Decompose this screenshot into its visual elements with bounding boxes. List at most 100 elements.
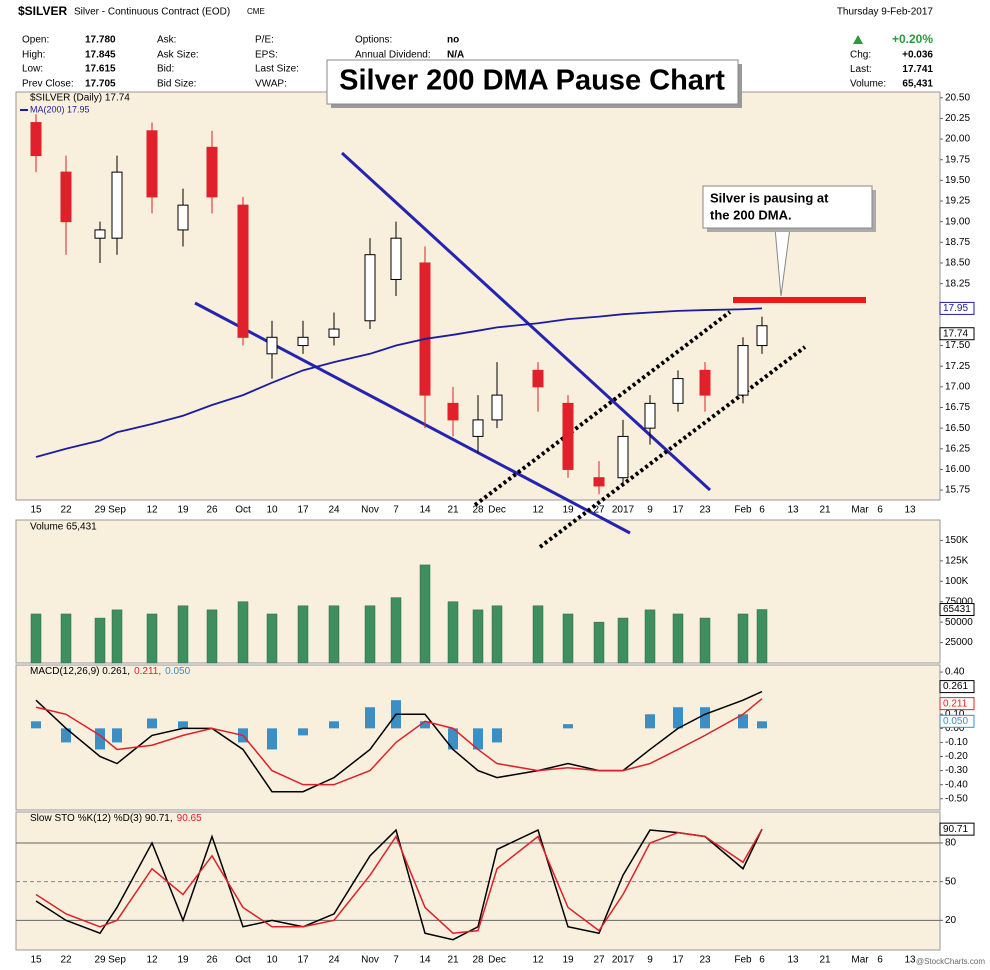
y-tick-label: 19.00 <box>945 216 970 227</box>
x-tick-label: 24 <box>328 955 340 966</box>
y-tick-label: 17.00 <box>945 381 970 392</box>
y-tick-label: 17.25 <box>945 361 970 372</box>
x-tick-label: 17 <box>297 505 309 516</box>
x-tick-label: 29 <box>94 505 106 516</box>
y-tick-label: 16.50 <box>945 423 970 434</box>
histogram-bar <box>700 707 710 729</box>
x-tick-label: 12 <box>532 505 544 516</box>
x-tick-label: 19 <box>562 955 574 966</box>
bar <box>237 601 249 664</box>
histogram-bar <box>95 728 105 750</box>
x-tick-label: 27 <box>593 955 605 966</box>
x-tick-label: Sep <box>108 955 126 966</box>
candle-body <box>60 171 72 223</box>
channel-line <box>473 310 732 507</box>
x-tick-label: 10 <box>266 955 278 966</box>
quote-label: P/E: <box>255 35 274 46</box>
quote-value: 17.705 <box>85 79 116 90</box>
histogram-bar <box>329 721 339 729</box>
histogram-bar <box>112 728 122 743</box>
x-tick-label: 15 <box>30 505 42 516</box>
x-tick-label: 6 <box>759 955 765 966</box>
bar <box>390 597 402 664</box>
candle-body <box>737 345 749 396</box>
x-tick-label: 17 <box>672 955 684 966</box>
bar <box>644 609 656 664</box>
title-box <box>326 59 739 105</box>
x-tick-label: 21 <box>447 955 459 966</box>
quote-value: 17.845 <box>85 50 116 61</box>
candle-body <box>491 394 503 421</box>
legend-label: Slow STO %K(12) %D(3) 90.71, <box>30 813 173 824</box>
legend-label: MACD(12,26,9) 0.261, <box>30 666 130 677</box>
x-tick-label: 13 <box>787 505 799 516</box>
y-tick-label: -0.20 <box>945 751 968 762</box>
quote-label: Last Size: <box>255 64 299 75</box>
channel-line <box>538 345 807 549</box>
candle-body <box>237 204 249 338</box>
x-tick-label: 14 <box>419 505 431 516</box>
histogram-bar <box>492 728 502 743</box>
bar <box>94 617 106 664</box>
x-tick-label: 9 <box>647 955 653 966</box>
candle-body <box>472 419 484 437</box>
candle-body <box>328 328 340 338</box>
histogram-bar <box>31 721 41 729</box>
quote-label: High: <box>22 50 45 61</box>
stat-value: 17.741 <box>902 64 933 75</box>
x-tick-label: 12 <box>146 505 158 516</box>
x-tick-label: 7 <box>393 505 399 516</box>
x-tick-label: 26 <box>206 955 218 966</box>
stat-label: Volume: <box>850 79 886 90</box>
value-box-label: 0.211 <box>943 698 968 709</box>
x-tick-label: 6 <box>877 955 883 966</box>
quote-label: VWAP: <box>255 79 287 90</box>
stat-value: +0.036 <box>902 50 933 61</box>
y-tick-label: 15.75 <box>945 485 970 496</box>
value-box-label: 90.71 <box>943 824 968 835</box>
histogram-bar <box>738 714 748 729</box>
x-tick-label: Oct <box>235 505 251 516</box>
y-tick-label: 0.10 <box>945 709 965 720</box>
x-tick-label: 21 <box>819 505 831 516</box>
value-box <box>939 301 975 315</box>
histogram-bar <box>178 721 188 729</box>
histogram-bar <box>563 724 573 729</box>
bar <box>472 609 484 664</box>
bar <box>672 613 684 664</box>
series-line <box>35 828 763 941</box>
bar <box>756 609 768 664</box>
stat-label: Chg: <box>850 50 871 61</box>
annotation-title: Silver 200 DMA Pause Chart <box>339 65 725 97</box>
y-tick-label: 16.00 <box>945 464 970 475</box>
value-box-label: 17.74 <box>943 328 968 339</box>
x-tick-label: 24 <box>328 505 340 516</box>
bar <box>297 605 309 664</box>
series-line <box>35 698 763 786</box>
x-tick-label: 29 <box>94 955 106 966</box>
bar <box>699 617 711 664</box>
histogram-bar <box>645 714 655 729</box>
candle-body <box>419 262 431 396</box>
y-tick-label: -0.30 <box>945 765 968 776</box>
x-tick-label: Feb <box>734 955 752 966</box>
x-tick-label: 23 <box>699 505 711 516</box>
candle-body <box>532 369 544 388</box>
histogram-bar <box>61 728 71 743</box>
x-tick-label: Nov <box>361 955 379 966</box>
histogram-bar <box>420 721 430 729</box>
x-tick-label: 22 <box>60 955 72 966</box>
x-tick-label: 10 <box>266 505 278 516</box>
quote-value: N/A <box>447 50 464 61</box>
x-tick-label: Feb <box>734 505 752 516</box>
x-tick-label: Mar <box>851 955 869 966</box>
value-box-label: 65431 <box>943 604 971 615</box>
y-tick-label: -0.10 <box>945 737 968 748</box>
symbol: $SILVER <box>18 4 67 18</box>
y-tick-label: 0.00 <box>945 723 965 734</box>
quote-label: Annual Dividend: <box>355 50 431 61</box>
trend-line <box>340 151 712 492</box>
value-box <box>939 327 975 341</box>
x-tick-label: 28 <box>472 505 484 516</box>
y-tick-label: -0.40 <box>945 779 968 790</box>
